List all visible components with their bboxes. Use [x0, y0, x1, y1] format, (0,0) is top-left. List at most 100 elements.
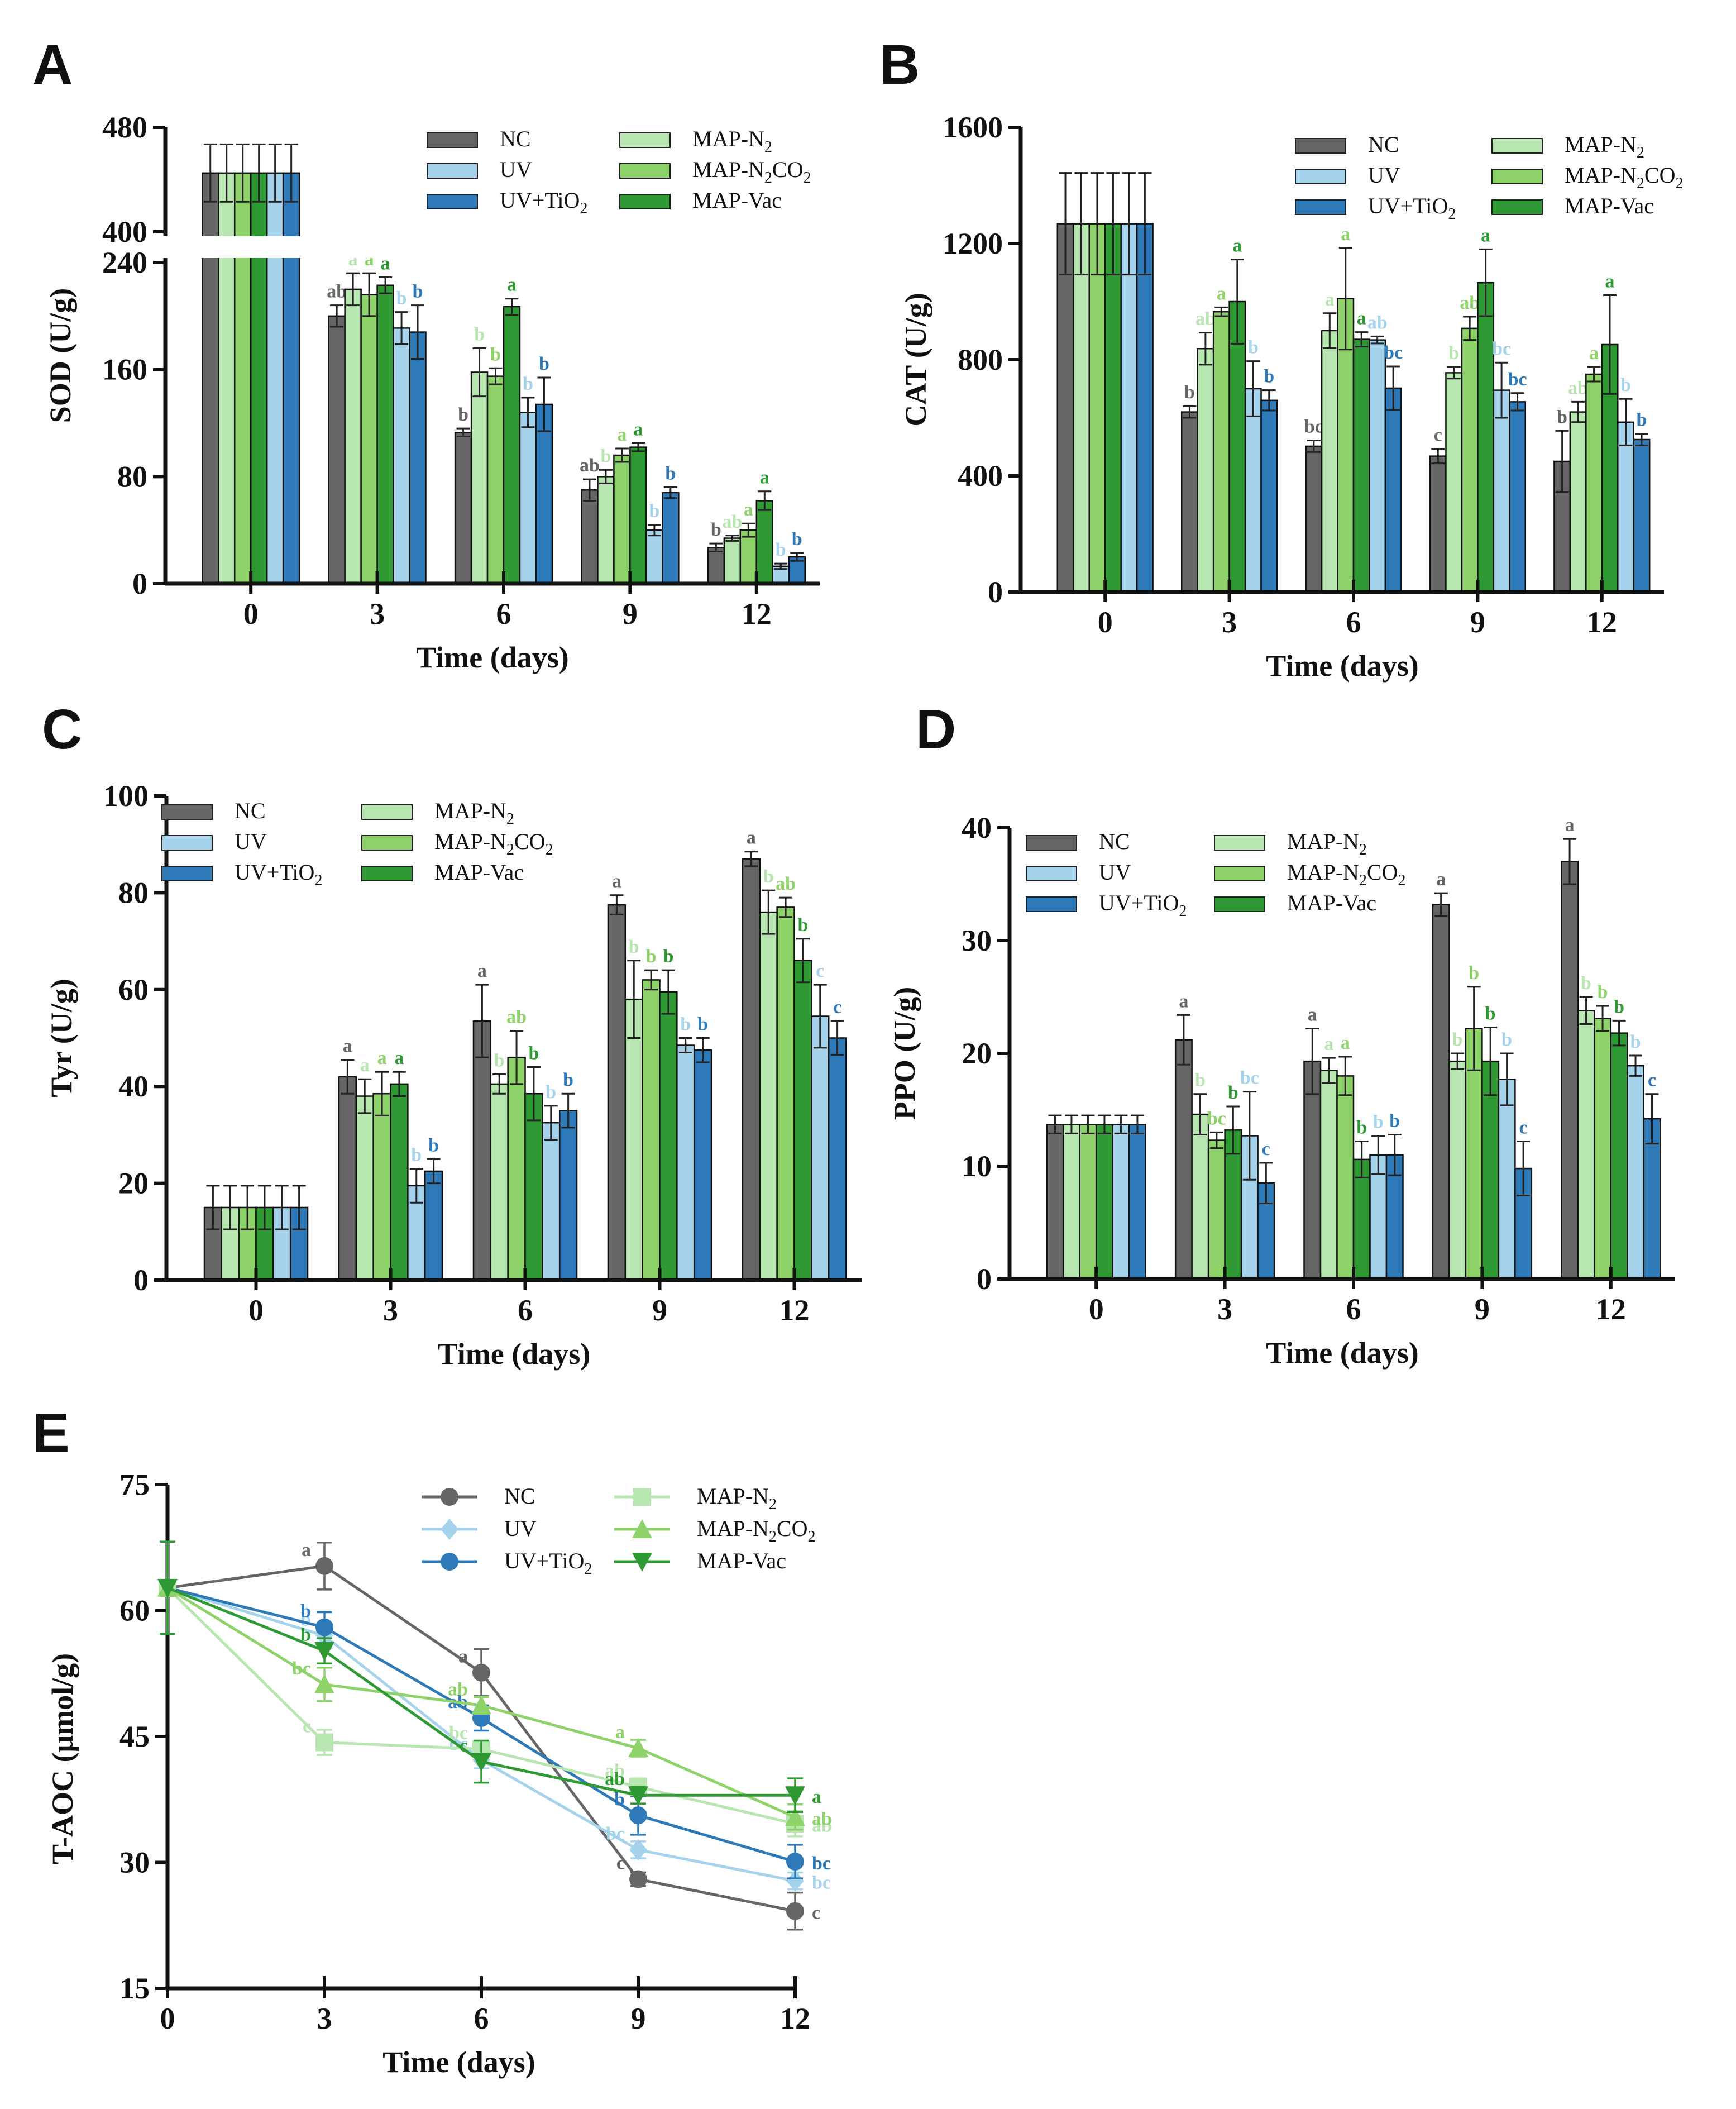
error-bar [275, 1185, 289, 1230]
legend-marker [632, 1519, 652, 1538]
x-tick-label: 6 [1346, 1292, 1361, 1326]
bar-map-n2-day-0 [1073, 223, 1090, 593]
significance-label: ab [812, 1809, 832, 1829]
legend-label: MAP-N2CO2 [1565, 163, 1683, 192]
significance-label: b [1452, 1029, 1463, 1050]
significance-label: a [1324, 1034, 1333, 1054]
significance-label: a [744, 499, 753, 520]
legend-swatch [1295, 199, 1346, 215]
error-bar [1479, 248, 1493, 317]
bar-uv-tio2-day-12 [1633, 438, 1651, 593]
error-bar [346, 272, 360, 307]
panel-letter-d: D [916, 698, 956, 761]
x-axis-title: Time (days) [438, 1337, 591, 1371]
error-bar [758, 490, 772, 511]
significance-label: b [413, 281, 423, 302]
significance-label: a [1179, 991, 1188, 1011]
x-tick-label: 0 [160, 2002, 175, 2035]
error-bar [1484, 1027, 1498, 1096]
significance-label: b [649, 501, 659, 522]
error-bar [1198, 332, 1212, 366]
legend-item: NC [1295, 132, 1399, 157]
error-bar [779, 896, 793, 918]
y-tick-label: 30 [962, 924, 992, 957]
bar-map-n2-day-3 [355, 1095, 374, 1281]
significance-label: b [776, 540, 786, 560]
data-point [315, 1733, 333, 1752]
bar-map-vac-day-6 [1352, 338, 1370, 593]
y-axis-title: T-AOC (μmol/g) [46, 1653, 79, 1864]
significance-label: b [1614, 996, 1624, 1017]
y-axis-title: CAT (U/g) [899, 293, 932, 427]
x-tick-label: 9 [652, 1294, 667, 1327]
legend-label: UV+TiO2 [235, 860, 322, 889]
data-point [628, 1738, 648, 1758]
bar-uv-day-9 [676, 1044, 695, 1281]
error-bar [1355, 331, 1369, 348]
significance-label: b [300, 1601, 311, 1622]
bar-uv-day-9 [1498, 1079, 1516, 1280]
legend-marker [441, 1488, 458, 1506]
y-tick-label: 400 [102, 215, 147, 249]
significance-label: c [833, 997, 841, 1018]
significance-label: c [1434, 425, 1442, 446]
error-bar [362, 272, 376, 317]
error-bar [631, 442, 645, 452]
legend-label: MAP-N2 [697, 1483, 777, 1513]
error-bar [284, 143, 298, 203]
error-bar [1517, 1141, 1531, 1197]
significance-label: b [1469, 963, 1479, 984]
bar-uv-day-6 [519, 412, 537, 585]
error-bar [1322, 1057, 1336, 1084]
significance-label: b [1184, 382, 1195, 403]
significance-label: b [665, 464, 676, 484]
x-tick-label: 3 [317, 2002, 332, 2035]
data-point [315, 1618, 333, 1636]
error-bar [341, 1059, 355, 1095]
bar-map-n2-day-3 [344, 288, 362, 585]
data-point [629, 1870, 647, 1888]
bar-nc-day-3 [1180, 411, 1198, 593]
panel-letter-a: A [32, 34, 73, 96]
bar-uv-day-12 [1627, 1065, 1645, 1280]
legend-item: MAP-N2CO2 [1214, 860, 1405, 889]
bar-nc-day-9 [1432, 904, 1450, 1280]
bar-uv-day-3 [393, 327, 410, 585]
significance-label: a [302, 1540, 311, 1561]
error-bar [1090, 172, 1104, 276]
legend-swatch [619, 132, 671, 148]
x-axis-title: Time (days) [382, 2045, 535, 2079]
bar-map-vac-day-12 [755, 500, 774, 585]
x-tick-label: 0 [1098, 605, 1113, 639]
legend-label: UV [235, 829, 267, 854]
legend-item: MAP-Vac [1491, 193, 1654, 218]
significance-label: b [1448, 343, 1459, 364]
y-axis-title: Tyr (U/g) [45, 979, 78, 1097]
error-bar [1603, 294, 1617, 395]
error-bar [1612, 1019, 1626, 1047]
significance-label: bc [1240, 1068, 1259, 1089]
bar-map-n2-day-9 [624, 998, 643, 1281]
data-point [472, 1663, 490, 1682]
bar-uv-tio2-day-9 [1509, 401, 1527, 593]
bar-nc-day-6 [1305, 445, 1323, 593]
legend-marker [632, 1553, 652, 1572]
significance-label: ab [812, 1815, 832, 1836]
legend-item: MAP-Vac [619, 188, 782, 213]
error-bar [561, 1092, 575, 1129]
error-bar [1059, 172, 1073, 276]
x-tick-label: 12 [1587, 605, 1617, 639]
significance-label: b [539, 354, 549, 374]
y-axis-title: PPO (U/g) [888, 987, 921, 1120]
bar-map-vac-day-3 [390, 1083, 409, 1281]
significance-label: b [1501, 1029, 1512, 1050]
bar-map-vac-day-3 [376, 284, 394, 585]
error-bar [627, 960, 641, 1039]
x-axis-title: Time (days) [1266, 1336, 1419, 1370]
bar-map-n2co2-day-12 [1594, 1018, 1612, 1280]
legend-item: UV [161, 829, 267, 854]
legend-label: MAP-N2CO2 [697, 1516, 815, 1545]
significance-label: b [490, 344, 501, 365]
